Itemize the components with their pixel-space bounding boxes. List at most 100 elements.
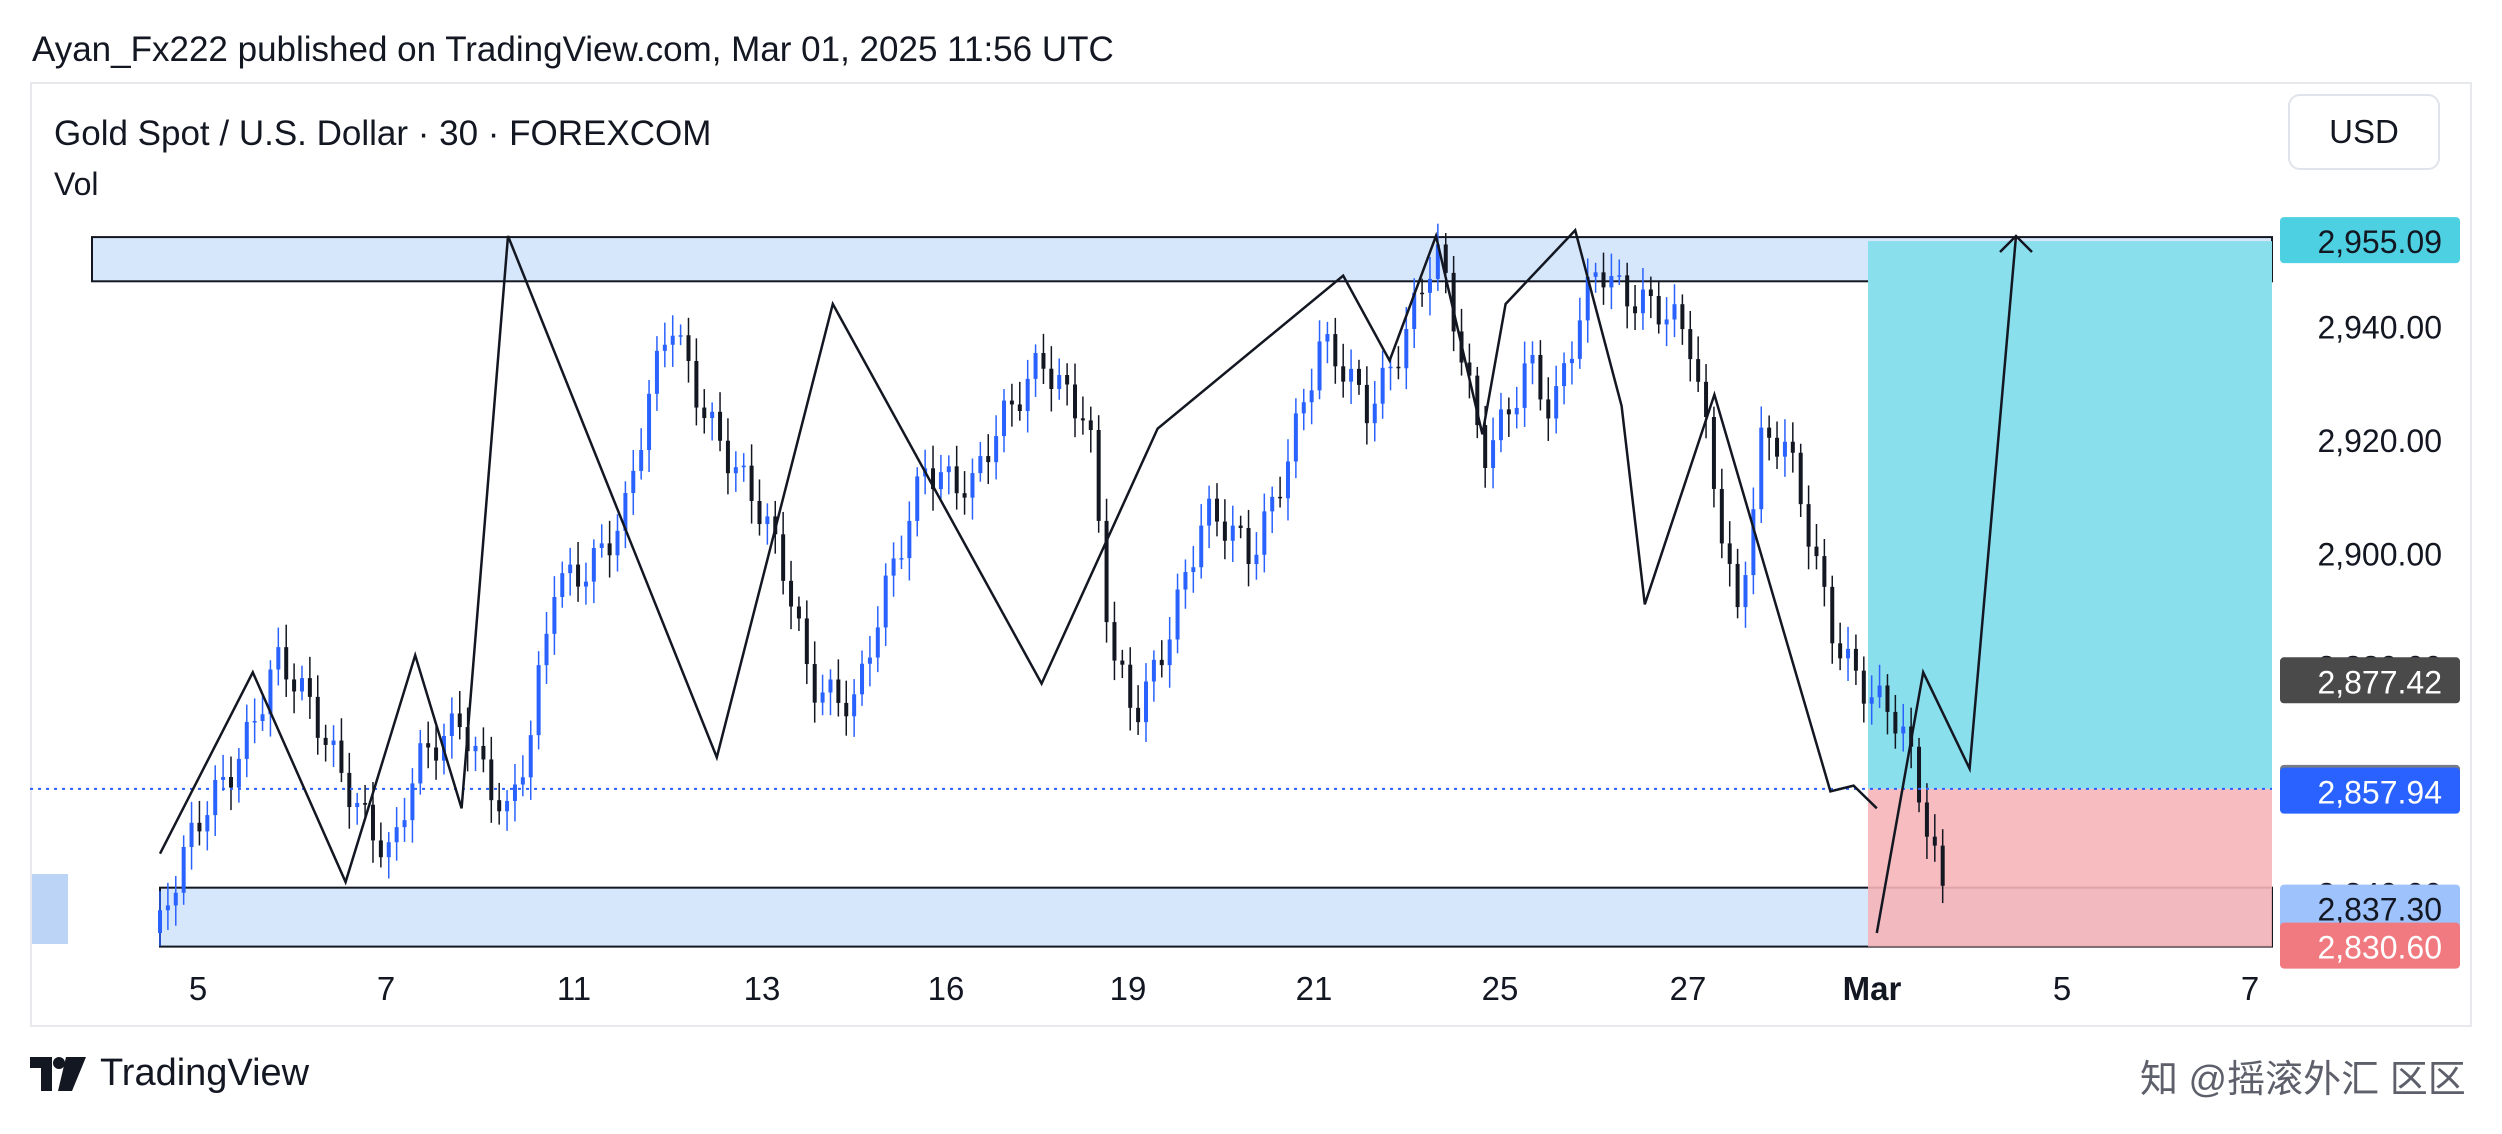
candle-body [733,467,738,474]
candle-body [1049,368,1054,390]
candle-body [583,581,588,587]
candle-body [718,411,723,441]
price-tag-label: 2,830.60 [2317,930,2442,966]
candle-body [1893,711,1898,734]
candle-body [662,344,667,351]
candle-body [623,493,628,531]
candle-body [1491,440,1496,469]
candle-body [1601,272,1606,288]
candle-body [1364,384,1369,424]
candle-body [276,647,281,670]
candle-body [489,759,494,801]
candle-body [1506,409,1511,415]
candle-body [228,777,233,788]
candle-body [1814,546,1819,557]
candle-body [1420,292,1425,295]
candle-body [615,530,620,556]
currency-button[interactable]: USD [2288,94,2440,170]
candle-body [836,679,841,703]
price-tag [2280,767,2460,814]
x-tick-label: 5 [2053,970,2071,1007]
x-tick-label: 25 [1482,970,1519,1007]
candle-body [1475,375,1480,426]
candle-body [938,472,943,490]
candle-body [181,847,186,893]
candle-body [355,802,360,808]
candle-body [1853,648,1858,671]
candle-body [434,747,439,761]
candle-body [1025,378,1030,412]
volume-bar [32,874,68,944]
candle-body [978,456,983,474]
candle-body [1041,353,1046,369]
y-tick-label: 2,940.00 [2317,310,2442,346]
candle-body [1278,496,1283,499]
price-tag [2280,922,2460,969]
candle-body [804,618,809,665]
candle-body [323,737,328,745]
candle-body [860,663,865,695]
candle-body [512,784,517,801]
candle-body [1640,289,1645,314]
candle-body [1861,670,1866,704]
candle-body [481,745,486,760]
candle-body [1727,543,1732,564]
candle-body [1585,276,1590,321]
candle-body [702,407,707,419]
candle-body [268,669,273,715]
candle-body [1790,441,1795,453]
candle-body [1672,304,1677,320]
y-tick-label: 2,900.00 [2317,536,2442,572]
candle-body [347,772,352,808]
candle-body [670,335,675,345]
candle-body [1412,292,1417,330]
candle-body [363,802,368,805]
x-tick-label: Mar [1843,970,1902,1007]
candle-body [599,543,604,548]
projection-path [1875,235,2018,934]
candle-body [1372,403,1377,424]
candle-body [576,564,581,587]
candle-body [757,501,762,525]
candle-body [1759,427,1764,510]
brand-name: TradingView [100,1052,310,1094]
candle-body [820,692,825,703]
candle-body [520,777,525,785]
candle-body [1388,366,1393,369]
price-tag-label: 2,837.30 [2317,892,2442,928]
candle-body [1822,556,1827,587]
candle-body [1648,289,1653,297]
candle-body [1609,276,1614,288]
candle-body [370,804,375,841]
candle-body [284,647,289,680]
candle-body [694,361,699,408]
candle-body [970,473,975,498]
candle-body [789,580,794,607]
candle-body [1538,355,1543,400]
candle-body [1901,726,1906,734]
x-tick-label: 21 [1296,970,1333,1007]
candle-body [1885,685,1890,712]
target-zone [1868,241,2272,789]
candle-body [1617,275,1622,277]
candle-body [749,465,754,502]
candle-body [1404,329,1409,369]
candle-body [1562,363,1567,387]
candle-body [410,783,415,821]
x-tick-label: 7 [2241,970,2259,1007]
candle-body [907,520,912,559]
candle-body [1569,358,1574,364]
candle-body [1088,420,1093,430]
candle-body [299,678,304,692]
candle-body [307,678,312,697]
candle-body [686,335,691,362]
candle-body [552,596,557,634]
tradingview-logo[interactable]: TradingView [30,1052,309,1095]
candle-body [931,468,936,490]
candle-body [1230,525,1235,541]
candle-body [1096,429,1101,521]
candle-body [1057,375,1062,390]
candle-body [497,800,502,812]
candle-body [1688,329,1693,360]
